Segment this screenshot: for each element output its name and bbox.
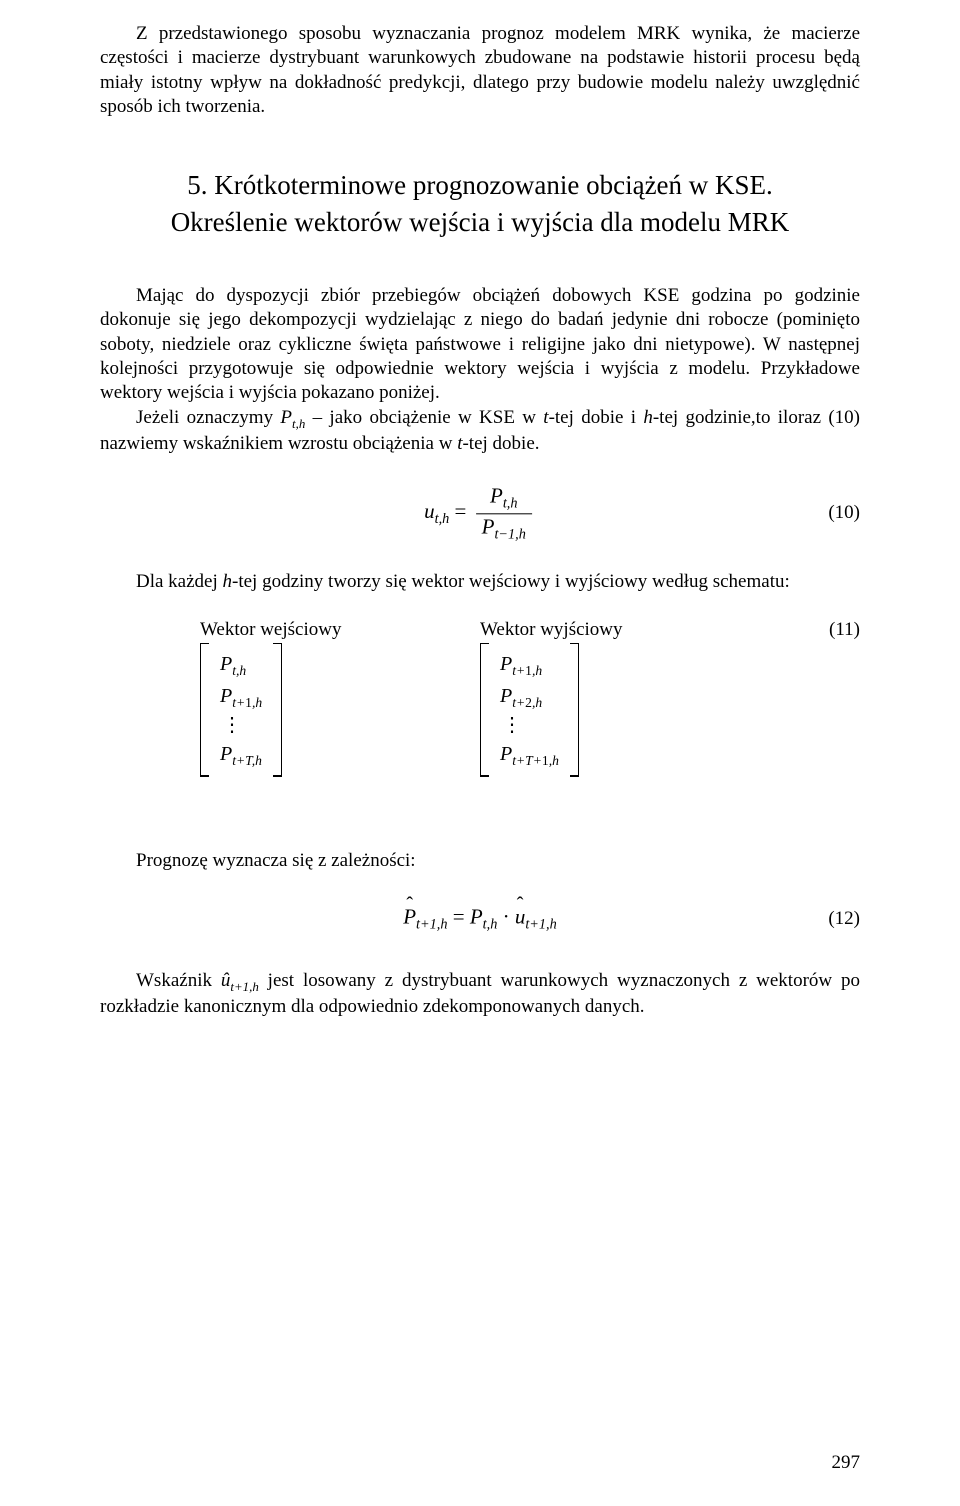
equation-10: ut,h = Pt,h Pt−1,h (10) — [100, 478, 860, 548]
vector-output: Pt+1,h Pt+2,h ⋮ Pt+T+1,h — [480, 643, 579, 777]
intro-text: Z przedstawionego sposobu wyznaczania pr… — [100, 23, 860, 117]
vdots-icon: ⋮ — [500, 713, 559, 739]
body-p1-text: Mając do dyspozycji zbiór przebiegów obc… — [100, 285, 860, 403]
body-paragraph-5: Wskaźnik ût+1,h jest losowany z dystrybu… — [100, 969, 860, 1020]
page-number: 297 — [832, 1452, 861, 1474]
vec-in-1: Pt,h — [220, 649, 262, 681]
body-paragraph-2: Jeżeli oznaczymy Pt,h – jako obciążenie … — [100, 406, 860, 457]
section-title-line2: Określenie wektorów wejścia i wyjścia dl… — [100, 204, 860, 240]
equation-10-number: (10) — [828, 502, 860, 524]
body-paragraph-4: Prognozę wyznacza się z zależności: — [100, 849, 860, 873]
vec-out-1: Pt+1,h — [500, 649, 559, 681]
vector-input-label: Wektor wejściowy — [200, 619, 480, 641]
vector-input-column: Wektor wejściowy Pt,h Pt+1,h ⋮ Pt+T,h — [200, 619, 480, 777]
equation-12: Pt+1,h = Pt,h · ut+1,h (12) — [100, 899, 860, 939]
vec-in-3: Pt+T,h — [220, 739, 262, 771]
vector-output-label: Wektor wyjściowy — [480, 619, 760, 641]
section-heading: 5. Krótkoterminowe prognozowanie obciąże… — [100, 167, 860, 240]
equation-11-number: (11) — [829, 619, 860, 641]
body-paragraph-1: Mając do dyspozycji zbiór przebiegów obc… — [100, 284, 860, 406]
vec-in-2: Pt+1,h — [220, 681, 262, 713]
vec-out-2: Pt+2,h — [500, 681, 559, 713]
intro-paragraph: Z przedstawionego sposobu wyznaczania pr… — [100, 22, 860, 119]
vdots-icon: ⋮ — [220, 713, 262, 739]
equation-12-expr: Pt+1,h = Pt,h · ut+1,h — [403, 904, 557, 933]
vector-input: Pt,h Pt+1,h ⋮ Pt+T,h — [200, 643, 282, 777]
equation-10-expr: ut,h = Pt,h Pt−1,h — [424, 484, 536, 543]
equation-12-number: (12) — [828, 908, 860, 930]
body-paragraph-3: Dla każdej h-tej godziny tworzy się wekt… — [100, 570, 860, 594]
section-title-line1: 5. Krótkoterminowe prognozowanie obciąże… — [100, 167, 860, 203]
vec-out-3: Pt+T+1,h — [500, 739, 559, 771]
vector-output-column: Wektor wyjściowy Pt+1,h Pt+2,h ⋮ Pt+T+1,… — [480, 619, 760, 777]
vector-schema: (11) Wektor wejściowy Pt,h Pt+1,h ⋮ Pt+T… — [100, 619, 860, 819]
